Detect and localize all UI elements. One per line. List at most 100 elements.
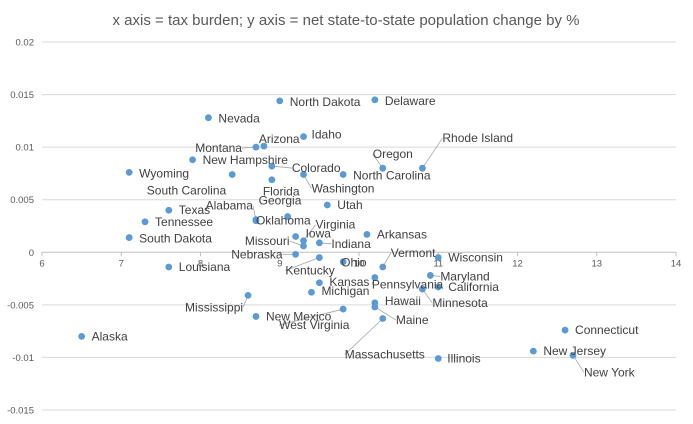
data-point xyxy=(300,242,307,250)
y-tick-label: -0.01 xyxy=(12,353,34,364)
data-point xyxy=(284,213,292,220)
point-label: Iowa xyxy=(306,227,332,241)
point-label: Indiana xyxy=(331,237,371,251)
data-point xyxy=(315,279,323,287)
y-tick-label: 0.015 xyxy=(10,90,34,101)
point-label: Kansas xyxy=(329,275,369,289)
y-tick-label: 0.005 xyxy=(10,195,34,206)
x-tick-label: 11 xyxy=(433,258,443,269)
point-label: South Dakota xyxy=(139,232,212,246)
data-point xyxy=(205,114,212,122)
y-tick-label: 0 xyxy=(29,248,34,259)
point-label: Utah xyxy=(337,198,362,212)
label-leader-line xyxy=(285,257,320,271)
data-point xyxy=(339,305,347,313)
point-label: Texas xyxy=(179,203,210,217)
chart-title: x axis = tax burden; y axis = net state-… xyxy=(113,12,580,29)
data-point xyxy=(371,274,379,281)
x-tick-label: 6 xyxy=(39,258,44,269)
label-leader-line xyxy=(344,318,384,355)
point-label: Hawaii xyxy=(385,294,421,308)
point-label: Washington xyxy=(312,181,375,195)
point-label: Oklahoma xyxy=(256,214,311,228)
data-point xyxy=(244,291,252,299)
label-leader-line xyxy=(422,137,443,169)
point-label: New Mexico xyxy=(266,309,332,323)
data-point xyxy=(434,254,442,261)
x-tick-label: 10 xyxy=(354,258,365,269)
point-label: Pennsylvania xyxy=(372,278,444,292)
point-label: Ohio xyxy=(341,256,367,270)
point-label: Montana xyxy=(195,141,242,155)
x-tick-label: 8 xyxy=(198,258,203,269)
y-tick-label: 0.02 xyxy=(16,38,35,49)
point-label: South Carolina xyxy=(147,183,227,197)
data-point xyxy=(300,171,307,178)
point-label: California xyxy=(448,280,499,294)
data-point xyxy=(300,133,307,141)
point-label: Michigan xyxy=(321,284,369,298)
data-point xyxy=(165,206,173,214)
data-point xyxy=(189,156,196,164)
data-point xyxy=(292,233,299,240)
data-point xyxy=(268,162,276,170)
data-point xyxy=(339,258,347,266)
point-label: North Carolina xyxy=(353,168,431,182)
data-point xyxy=(434,283,442,291)
point-label: Rhode Island xyxy=(442,131,513,145)
point-label: Illinois xyxy=(447,351,480,365)
data-point xyxy=(529,347,537,355)
grid-layer xyxy=(42,41,676,411)
point-label: North Dakota xyxy=(290,95,361,109)
data-point xyxy=(78,333,86,340)
point-label: Tennessee xyxy=(155,215,213,229)
point-label: New Jersey xyxy=(543,344,606,358)
point-label: New York xyxy=(584,365,636,379)
data-point xyxy=(379,263,387,271)
label-leader-line xyxy=(279,308,344,326)
data-point xyxy=(300,237,307,245)
data-point xyxy=(141,218,149,226)
data-point xyxy=(252,313,260,320)
data-point xyxy=(419,285,426,293)
point-label: Arizona xyxy=(259,132,300,146)
data-point xyxy=(561,326,569,334)
point-label: Idaho xyxy=(312,128,342,142)
data-point xyxy=(426,272,434,279)
data-point xyxy=(419,164,426,172)
data-point xyxy=(165,263,173,271)
point-label: West Virginia xyxy=(279,318,350,332)
y-tick-label: -0.005 xyxy=(7,300,34,311)
point-label: Nebraska xyxy=(231,247,283,261)
point-label: Minnesota xyxy=(432,296,488,310)
data-point xyxy=(308,288,315,296)
x-tick-label: 12 xyxy=(512,258,523,269)
point-label: Maine xyxy=(396,313,429,327)
point-label: Virginia xyxy=(316,218,356,232)
x-tick-label: 13 xyxy=(591,258,602,269)
axis-layer: 0.02 0.015 0.01 0.005 0 -0.005 -0.01 -0.015 6 7 8 9… xyxy=(7,38,681,417)
data-point xyxy=(228,171,236,178)
point-label: Connecticut xyxy=(575,323,639,337)
y-tick-label: -0.015 xyxy=(7,406,34,417)
data-point xyxy=(434,355,442,362)
point-label: Colorado xyxy=(292,161,341,175)
point-label: Nevada xyxy=(218,112,260,126)
data-point xyxy=(371,303,379,311)
x-tick-label: 14 xyxy=(671,258,682,269)
data-point xyxy=(260,142,268,150)
data-point xyxy=(315,254,323,261)
label-leader-line xyxy=(374,306,397,321)
data-point xyxy=(292,250,299,258)
data-point xyxy=(252,143,260,151)
point-label: Kentucky xyxy=(285,264,334,278)
data-point xyxy=(315,239,323,247)
label-layer: North Dakota Delaware Nevada Idaho Montana Ar… xyxy=(92,94,639,379)
point-label: Oregon xyxy=(373,147,413,161)
x-tick-label: 7 xyxy=(119,258,124,269)
point-label: Maryland xyxy=(440,269,489,283)
point-label: Vermont xyxy=(391,246,436,260)
data-point xyxy=(363,231,371,238)
